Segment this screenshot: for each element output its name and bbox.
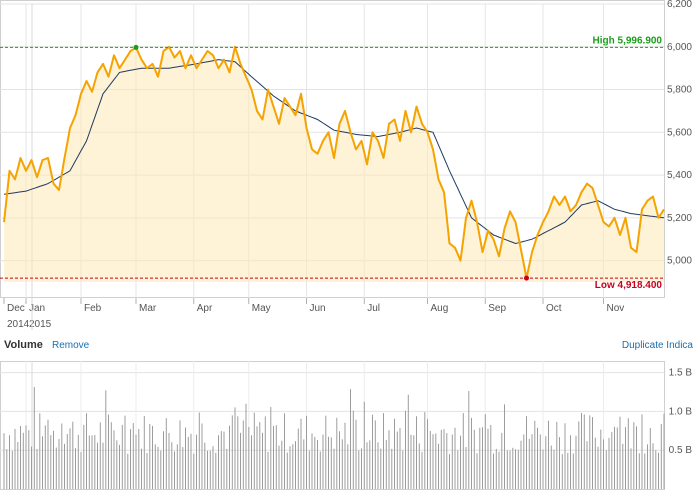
price-area bbox=[4, 46, 664, 282]
low-label: Low 4,918.400 bbox=[595, 280, 663, 291]
plot-border bbox=[0, 0, 665, 298]
x-tick-label: Sep bbox=[488, 303, 506, 314]
y-tick-label: 5,600 bbox=[667, 127, 692, 138]
y-tick-label: 6,200 bbox=[667, 0, 692, 10]
volume-header: Volume Remove bbox=[4, 339, 89, 351]
moving-average-line bbox=[3, 59, 665, 245]
high-label: High 5,996.900 bbox=[593, 35, 663, 46]
x-tick-label: Jan bbox=[29, 303, 45, 314]
x-tick-label: May bbox=[252, 303, 271, 314]
x-tick-label: Jun bbox=[310, 303, 326, 314]
x-tick-label: Oct bbox=[546, 303, 562, 314]
x-tick-label: Apr bbox=[197, 303, 213, 314]
x-tick-label: Aug bbox=[431, 303, 449, 314]
x-tick-label: Jul bbox=[367, 303, 380, 314]
y-tick-label: 5,800 bbox=[667, 85, 692, 96]
volume-tick-label: 1.0 B bbox=[669, 406, 693, 417]
volume-tick-label: 0.5 B bbox=[669, 445, 693, 456]
remove-volume-link[interactable]: Remove bbox=[51, 340, 90, 351]
x-tick-label: Dec bbox=[7, 303, 25, 314]
y-tick-label: 5,200 bbox=[667, 213, 692, 224]
y-tick-label: 6,000 bbox=[667, 42, 692, 53]
y-tick-label: 5,000 bbox=[667, 256, 692, 267]
y-tick-label: 5,400 bbox=[667, 170, 692, 181]
x-tick-label: Mar bbox=[139, 303, 157, 314]
duplicate-indicator-link[interactable]: Duplicate Indica bbox=[621, 340, 693, 351]
low-marker bbox=[524, 275, 529, 281]
x-year-label: 2014 bbox=[7, 319, 30, 330]
x-tick-label: Feb bbox=[84, 303, 102, 314]
volume-title: Volume bbox=[4, 339, 43, 351]
volume-tick-label: 1.5 B bbox=[669, 368, 693, 379]
high-marker bbox=[133, 44, 139, 50]
x-tick-label: Nov bbox=[607, 303, 625, 314]
price-line bbox=[3, 45, 665, 280]
x-year-label: 2015 bbox=[29, 319, 52, 330]
